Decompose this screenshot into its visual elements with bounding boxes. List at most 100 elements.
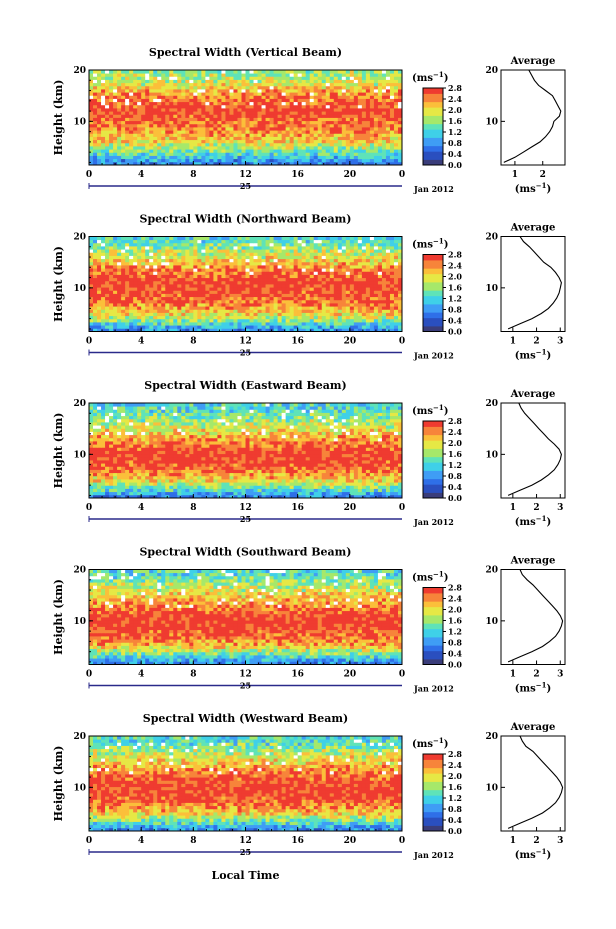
heatmap-cell bbox=[365, 315, 371, 320]
heatmap-cell bbox=[141, 318, 146, 323]
heatmap-cell bbox=[321, 130, 327, 134]
heatmap-cell bbox=[245, 120, 250, 125]
heatmap-cell bbox=[169, 120, 174, 125]
heatmap-cell bbox=[157, 155, 162, 160]
heatmap-cell bbox=[385, 152, 391, 156]
heatmap-cell bbox=[249, 258, 254, 263]
heatmap-cell bbox=[217, 255, 222, 260]
heatmap-cell bbox=[101, 161, 106, 166]
heatmap-cell bbox=[325, 130, 331, 134]
heatmap-cell bbox=[237, 249, 242, 253]
heatmap-cell bbox=[377, 130, 383, 134]
heatmap-cell bbox=[189, 133, 194, 137]
heatmap-cell bbox=[385, 312, 391, 317]
heatmap-cell bbox=[197, 82, 202, 87]
heatmap-cell bbox=[217, 258, 222, 263]
heatmap-cell bbox=[165, 108, 170, 112]
heatmap-cell bbox=[173, 95, 178, 99]
heatmap-cell bbox=[289, 82, 295, 87]
heatmap-cell bbox=[329, 139, 335, 144]
heatmap-cell bbox=[93, 325, 98, 329]
heatmap-cell bbox=[289, 111, 295, 115]
heatmap-cell bbox=[149, 299, 154, 304]
heatmap-cell bbox=[217, 318, 222, 323]
heatmap-cell bbox=[137, 130, 142, 134]
heatmap-cell bbox=[381, 82, 387, 87]
heatmap-cell bbox=[225, 130, 230, 134]
heatmap-cell bbox=[137, 108, 142, 112]
heatmap-cell bbox=[105, 142, 110, 147]
heatmap-cell bbox=[97, 239, 102, 244]
heatmap-cell bbox=[377, 287, 383, 291]
heatmap-cell bbox=[321, 325, 327, 329]
heatmap-cell bbox=[289, 76, 295, 80]
heatmap-cell bbox=[217, 136, 222, 141]
heatmap-cell bbox=[149, 255, 154, 260]
heatmap-cell bbox=[369, 293, 375, 298]
heatmap-cell bbox=[253, 236, 258, 241]
heatmap-cell bbox=[289, 261, 295, 266]
heatmap-cell bbox=[213, 306, 218, 310]
heatmap-cell bbox=[149, 146, 154, 150]
heatmap-cell bbox=[273, 70, 278, 74]
heatmap-cell bbox=[301, 108, 307, 112]
heatmap-cell bbox=[385, 111, 391, 115]
heatmap-cell bbox=[177, 127, 182, 131]
heatmap-cell bbox=[97, 130, 102, 134]
heatmap-cell bbox=[389, 142, 395, 147]
heatmap-cell bbox=[89, 149, 94, 153]
heatmap-cell bbox=[341, 306, 347, 310]
heatmap-cell bbox=[169, 155, 174, 160]
heatmap-cell bbox=[353, 98, 359, 103]
heatmap-cell bbox=[393, 101, 399, 106]
heatmap-cell bbox=[349, 152, 355, 156]
heatmap-cell bbox=[105, 149, 110, 153]
heatmap-cell bbox=[189, 123, 194, 128]
heatmap-cell bbox=[361, 239, 367, 244]
heatmap-cell bbox=[129, 494, 134, 499]
heatmap-cell bbox=[233, 136, 238, 141]
heatmap-cell bbox=[385, 322, 391, 326]
heatmap-cell bbox=[217, 265, 222, 269]
heatmap-cell bbox=[189, 299, 194, 304]
heatmap-cell bbox=[317, 246, 323, 250]
heatmap-cell bbox=[281, 322, 287, 326]
heatmap-cell bbox=[173, 158, 178, 163]
heatmap-cell bbox=[225, 79, 230, 84]
heatmap-cell bbox=[313, 108, 319, 112]
heatmap-cell bbox=[133, 274, 138, 279]
heatmap-cell bbox=[329, 299, 335, 304]
heatmap-cell bbox=[173, 494, 178, 499]
heatmap-cell bbox=[241, 120, 246, 125]
heatmap-cell bbox=[153, 255, 158, 260]
heatmap-cell bbox=[305, 85, 311, 90]
heatmap-cell bbox=[381, 246, 387, 250]
heatmap-cell bbox=[397, 255, 403, 260]
heatmap-cell bbox=[97, 318, 102, 323]
heatmap-cell bbox=[317, 70, 323, 74]
heatmap-cell bbox=[397, 252, 403, 256]
heatmap-cell bbox=[365, 114, 371, 118]
heatmap-cell bbox=[181, 242, 186, 247]
heatmap-cell bbox=[337, 268, 343, 272]
heatmap-cell bbox=[189, 328, 194, 332]
heatmap-cell bbox=[193, 152, 198, 156]
heatmap-cell bbox=[277, 325, 283, 329]
heatmap-cell bbox=[145, 315, 150, 320]
heatmap-cell bbox=[285, 133, 291, 137]
heatmap-cell bbox=[117, 82, 122, 87]
heatmap-cell bbox=[349, 70, 355, 74]
heatmap-cell bbox=[397, 95, 403, 99]
heatmap-cell bbox=[197, 325, 202, 329]
heatmap-cell bbox=[177, 325, 182, 329]
x-tick-label: 8 bbox=[190, 170, 196, 180]
heatmap-cell bbox=[317, 325, 323, 329]
profile-x-tick-label: 1 bbox=[512, 170, 518, 180]
heatmap-cell bbox=[145, 299, 150, 304]
heatmap-cell bbox=[229, 315, 234, 320]
heatmap-cell bbox=[321, 261, 327, 266]
heatmap-cell bbox=[157, 242, 162, 247]
heatmap-cell bbox=[301, 111, 307, 115]
heatmap-cell bbox=[393, 249, 399, 253]
heatmap-cell bbox=[241, 261, 246, 266]
